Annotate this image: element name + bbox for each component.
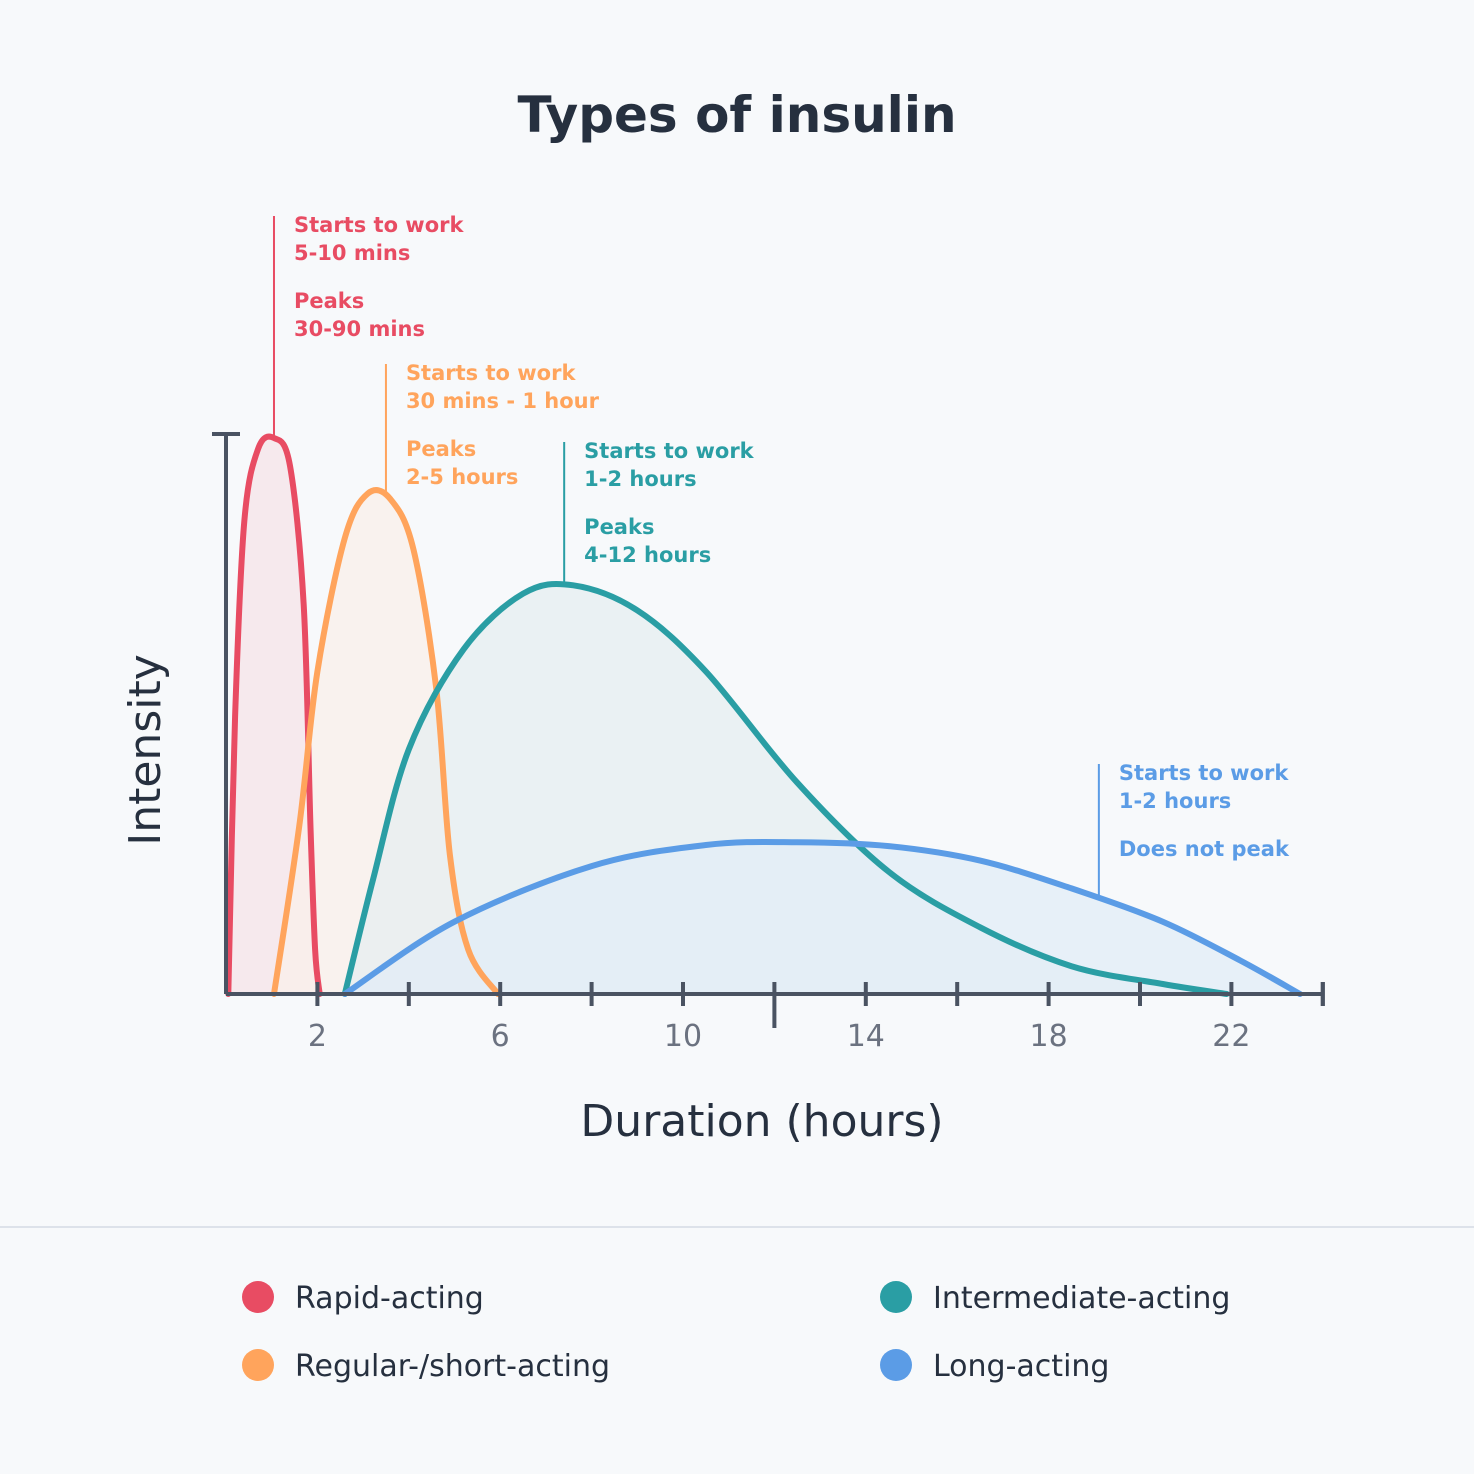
line-regular-short-acting — [271, 487, 501, 997]
x-tick-label: 10 — [664, 1019, 702, 1054]
x-tick-label: 2 — [308, 1019, 327, 1054]
legend-swatch — [242, 1349, 274, 1381]
annotation-text: 30 mins - 1 hour — [406, 389, 600, 413]
legend-swatch — [242, 1281, 274, 1313]
annotation-text: 4-12 hours — [584, 543, 711, 567]
line-intermediate-acting — [341, 580, 1230, 997]
legend-item-long-acting: Long-acting — [880, 1349, 1109, 1384]
annotation-text: 1-2 hours — [584, 467, 696, 491]
annotation-text: Peaks — [294, 289, 364, 313]
x-tick-label: 6 — [491, 1019, 510, 1054]
legend-label: Rapid-acting — [295, 1281, 484, 1316]
line-long-acting — [341, 838, 1303, 997]
legend-item-intermediate-acting: Intermediate-acting — [880, 1281, 1230, 1316]
annotation-text: 2-5 hours — [406, 465, 518, 489]
legend-item-regular-short-acting: Regular-/short-acting — [242, 1349, 610, 1384]
annotation-text: Starts to work — [294, 213, 465, 237]
x-tick-label: 14 — [847, 1019, 885, 1054]
annotation-rapid-acting: Starts to work 5-10 mins Peaks 30-90 mins — [272, 213, 465, 436]
annotation-text: Does not peak — [1119, 837, 1290, 861]
annotation-text: Starts to work — [406, 361, 577, 385]
annotation-text: 30-90 mins — [294, 317, 425, 341]
x-ticks: 2 6 10 14 18 22 — [308, 982, 1325, 1054]
legend-swatch — [880, 1349, 912, 1381]
legend-item-rapid-acting: Rapid-acting — [242, 1281, 484, 1316]
annotation-text: Starts to work — [584, 439, 755, 463]
annotation-text: Starts to work — [1119, 761, 1290, 785]
x-axis-label: Duration (hours) — [580, 1096, 943, 1147]
x-tick-label: 22 — [1212, 1019, 1250, 1054]
annotation-intermediate-acting: Starts to work 1-2 hours Peaks 4-12 hours — [563, 439, 755, 585]
chart-title: Types of insulin — [517, 86, 956, 144]
annotation-text: 5-10 mins — [294, 241, 410, 265]
annotation-long-acting: Starts to work 1-2 hours Does not peak — [1097, 761, 1290, 897]
annotation-text: Peaks — [406, 437, 476, 461]
legend-swatch — [880, 1281, 912, 1313]
annotation-text: Peaks — [584, 515, 654, 539]
annotation-text: 1-2 hours — [1119, 789, 1231, 813]
area-long-acting — [344, 841, 1300, 994]
legend-label: Long-acting — [933, 1349, 1109, 1384]
line-rapid-acting — [225, 433, 323, 997]
x-tick-label: 18 — [1030, 1019, 1068, 1054]
legend: Rapid-acting Intermediate-acting Regular-/… — [242, 1281, 1230, 1384]
series-lines — [225, 433, 1303, 997]
legend-label: Regular-/short-acting — [295, 1349, 610, 1384]
annotation-regular-short-acting: Starts to work 30 mins - 1 hour Peaks 2-5 h… — [384, 361, 600, 497]
legend-label: Intermediate-acting — [933, 1281, 1230, 1316]
y-axis-label: Intensity — [120, 654, 171, 846]
